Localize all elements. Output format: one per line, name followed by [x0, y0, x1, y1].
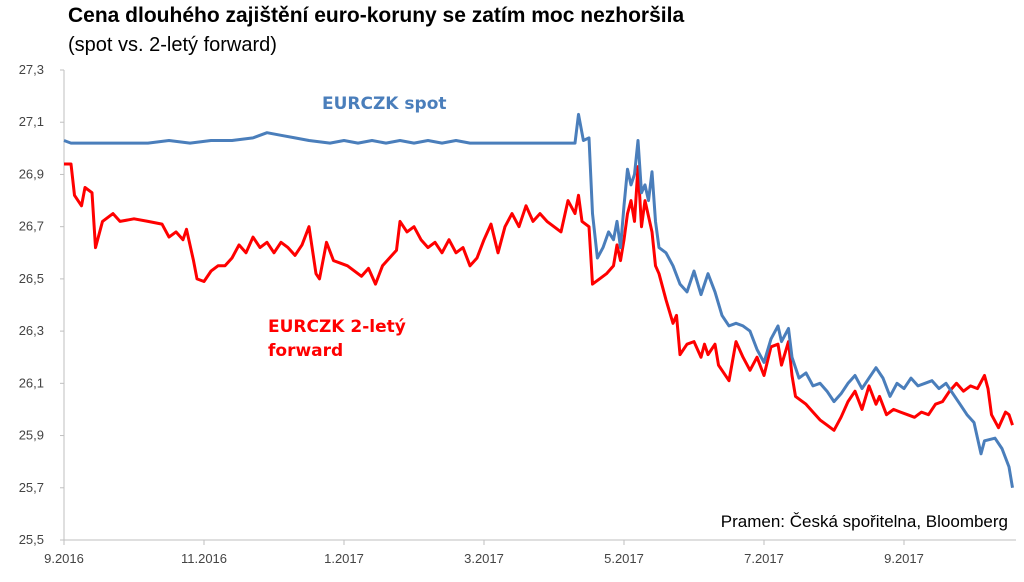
y-tick-label: 27,3 — [19, 62, 44, 77]
source-note: Pramen: Česká spořitelna, Bloomberg — [721, 512, 1008, 531]
chart-title: Cena dlouhého zajištění euro-koruny se z… — [68, 4, 685, 27]
x-tick-label: 7.2017 — [744, 551, 784, 566]
y-tick-label: 26,1 — [19, 375, 44, 390]
x-axis-tick-labels: 9.2016 11.2016 1.2017 3.2017 5.2017 7.2017 9.2… — [44, 551, 924, 566]
y-tick-label: 26,9 — [19, 166, 44, 181]
chart-subtitle: (spot vs. 2-letý forward) — [68, 34, 277, 56]
y-axis-tick-labels: 27,3 27,1 26,9 26,7 26,5 26,3 26,1 25,9 25,7 25,5 — [19, 62, 44, 547]
series-label-forward: forward — [268, 341, 343, 361]
x-tick-label: 3.2017 — [464, 551, 504, 566]
axes — [60, 69, 1016, 545]
y-tick-label: 25,7 — [19, 480, 44, 495]
y-tick-label: 26,3 — [19, 323, 44, 338]
x-tick-label: 9.2016 — [44, 551, 84, 566]
series-labels: EURCZK spot EURCZK 2-letý forward — [268, 94, 447, 361]
series-line-forward — [64, 162, 1014, 432]
series-label-spot: EURCZK spot — [322, 94, 447, 114]
y-tick-label: 25,5 — [19, 532, 44, 547]
series-lines — [63, 112, 1014, 489]
x-tick-label: 9.2017 — [884, 551, 924, 566]
x-tick-label: 1.2017 — [324, 551, 364, 566]
y-tick-label: 26,5 — [19, 271, 44, 286]
x-tick-label: 11.2016 — [181, 551, 227, 566]
series-line-spot — [63, 112, 1014, 489]
y-tick-label: 25,9 — [19, 428, 44, 443]
series-label-forward: EURCZK 2-letý — [268, 317, 406, 337]
y-tick-label: 26,7 — [19, 219, 44, 234]
x-tick-label: 5.2017 — [604, 551, 644, 566]
y-tick-label: 27,1 — [19, 114, 44, 129]
